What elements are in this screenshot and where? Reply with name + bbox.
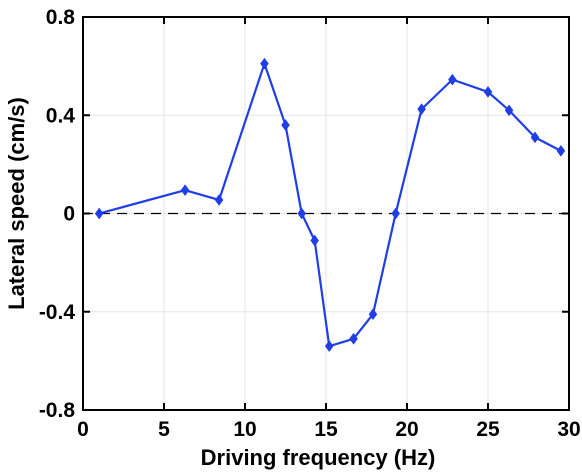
data-point-marker [448, 73, 457, 86]
y-tick-label: 0.4 [46, 104, 76, 127]
x-tick-label: 30 [557, 418, 580, 441]
data-point-marker [483, 85, 493, 98]
y-tick-label: 0.8 [46, 6, 76, 29]
data-point-marker [391, 207, 400, 220]
data-markers [94, 57, 566, 353]
x-tick-labels: 0 5 10 15 20 25 30 [77, 418, 581, 441]
x-tick-label: 5 [158, 418, 170, 441]
x-tick-label: 0 [77, 418, 89, 441]
data-point-marker [324, 340, 334, 353]
data-point-marker [94, 207, 104, 220]
x-tick-label: 25 [476, 418, 500, 441]
y-tick-label: -0.4 [39, 301, 76, 324]
y-axis-label: Lateral speed (cm/s) [4, 97, 29, 310]
data-point-marker [417, 103, 426, 116]
x-axis-label: Driving frequency (Hz) [201, 445, 436, 470]
x-tick-label: 20 [395, 418, 418, 441]
data-point-marker [349, 332, 358, 345]
x-tick-label: 15 [314, 418, 338, 441]
data-point-marker [530, 131, 540, 144]
y-tick-label: -0.8 [39, 399, 76, 422]
x-tick-label: 10 [233, 418, 256, 441]
data-point-marker [556, 144, 566, 157]
y-tick-labels: -0.8 -0.4 0 0.4 0.8 [39, 6, 76, 422]
series-line [98, 62, 562, 348]
data-point-marker [180, 184, 190, 197]
y-tick-label: 0 [63, 203, 75, 226]
data-point-marker [281, 119, 290, 132]
data-point-marker [260, 57, 269, 70]
data-point-marker [214, 194, 224, 206]
axis-ticks [82, 16, 570, 411]
data-point-marker [297, 207, 307, 220]
data-point-marker [504, 104, 514, 117]
data-point-marker [368, 308, 378, 321]
data-point-marker [310, 234, 319, 247]
